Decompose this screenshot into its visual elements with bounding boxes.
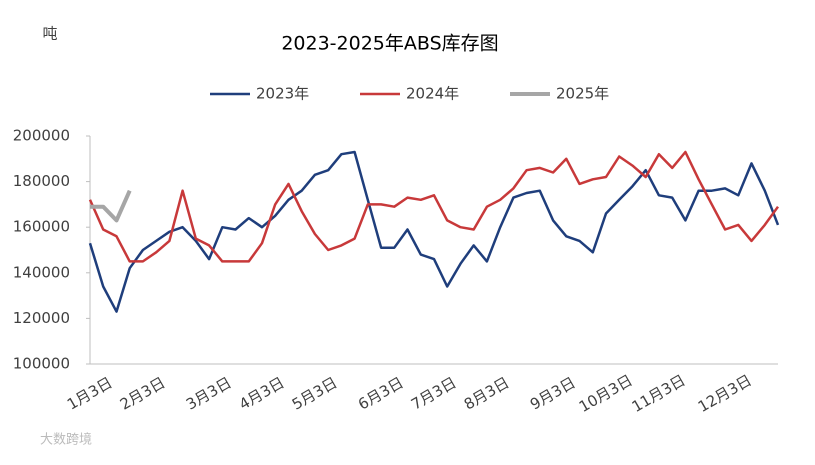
x-tick-label: 2月3日	[117, 373, 169, 413]
series-line	[88, 150, 780, 313]
y-tick-label: 160000	[13, 218, 70, 236]
y-tick-label: 200000	[13, 127, 70, 145]
chart-title: 2023-2025年ABS库存图	[281, 33, 498, 55]
x-tick-label: 5月3日	[289, 373, 341, 413]
series-line	[90, 189, 132, 223]
x-tick-label: 6月3日	[355, 373, 407, 413]
x-tick-label: 4月3日	[236, 373, 288, 413]
watermark: 大数跨境	[40, 433, 92, 448]
x-tick-label: 7月3日	[408, 373, 460, 413]
y-tick-label: 100000	[13, 355, 70, 373]
legend-label: 2023年	[256, 85, 309, 103]
legend-label: 2025年	[556, 85, 609, 103]
y-tick-label: 140000	[13, 263, 70, 281]
series-line	[88, 150, 780, 263]
y-tick-label: 180000	[13, 172, 70, 190]
x-tick-label: 10月3日	[576, 371, 636, 416]
x-tick-label: 8月3日	[461, 373, 513, 413]
y-tick-label: 120000	[13, 309, 70, 327]
legend-label: 2024年	[406, 85, 459, 103]
y-axis-label: 吨	[42, 25, 57, 43]
x-tick-label: 1月3日	[64, 373, 116, 413]
x-tick-label: 11月3日	[629, 371, 689, 416]
x-tick-label: 3月3日	[183, 373, 235, 413]
x-tick-label: 9月3日	[527, 373, 579, 413]
x-tick-label: 12月3日	[695, 371, 755, 416]
